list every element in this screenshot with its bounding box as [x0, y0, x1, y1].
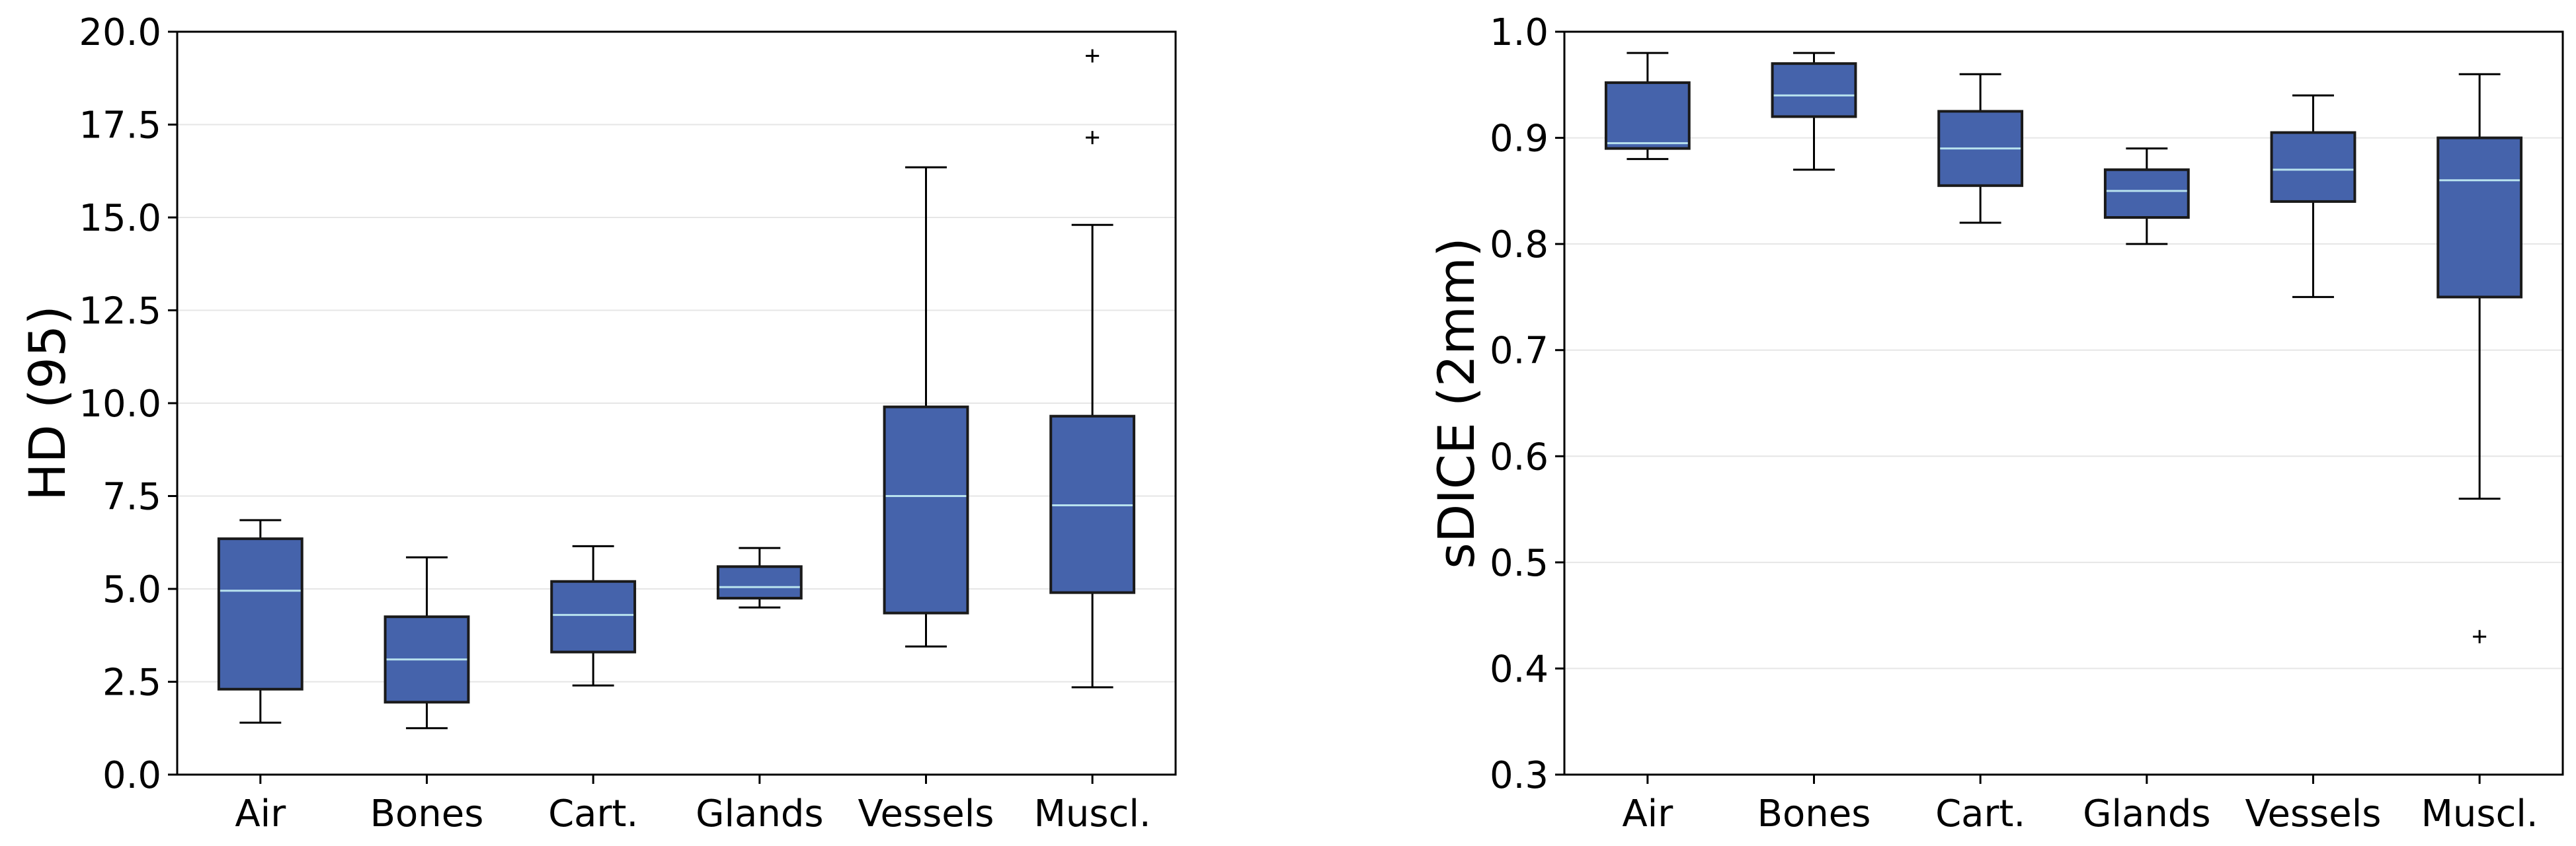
x-tick-label: Air	[1622, 792, 1673, 835]
y-tick-label: 17.5	[79, 104, 161, 147]
x-tick-label: Bones	[1757, 792, 1871, 835]
x-tick-label: Cart.	[1935, 792, 2025, 835]
box-vessels	[2270, 94, 2356, 298]
y-tick-label: 0.9	[1490, 118, 1549, 161]
outlier-marker	[1086, 131, 1100, 145]
iqr-box	[217, 537, 303, 691]
iqr-box	[2270, 131, 2356, 203]
outlier-marker	[1086, 49, 1100, 63]
iqr-box	[716, 565, 803, 600]
y-tick-label: 0.4	[1490, 648, 1549, 691]
x-tick-label: Cart.	[548, 792, 638, 835]
x-tick-label: Muscl.	[1034, 792, 1151, 835]
iqr-box	[2103, 168, 2190, 219]
y-tick-label: 2.5	[102, 662, 161, 705]
y-tick-label: 0.7	[1490, 330, 1549, 373]
box-vessels	[883, 166, 969, 648]
y-tick-label: 12.5	[79, 290, 161, 333]
x-tick-label: Bones	[370, 792, 484, 835]
box-glands	[2103, 147, 2190, 245]
iqr-box	[1771, 62, 1857, 118]
box-glands	[716, 547, 803, 609]
y-tick-label: 10.0	[79, 383, 161, 426]
iqr-box	[1604, 81, 1691, 150]
y-tick-label: 0.0	[102, 754, 161, 797]
y-axis-label: HD (95)	[18, 305, 77, 501]
x-tick-label: Glands	[696, 792, 823, 835]
hd95-boxplot-panel: 0.0 2.5 5.0 7.5 10.0 12.5 15.0 17.5 20.0 HD (95) A…	[18, 11, 1177, 835]
box-air	[1604, 52, 1691, 161]
iqr-box	[883, 405, 969, 615]
box-muscl	[2436, 73, 2523, 644]
iqr-box	[2436, 136, 2523, 299]
y-tick-label: 20.0	[79, 11, 161, 54]
y-tick-label: 0.5	[1490, 542, 1549, 585]
y-tick-label: 0.8	[1490, 223, 1549, 266]
plot-frame	[1563, 30, 2564, 776]
box-cart	[1937, 73, 2024, 224]
box-bones	[383, 556, 470, 730]
x-tick-label: Muscl.	[2421, 792, 2538, 835]
box-air	[217, 519, 303, 724]
y-axis-label: sDICE (2mm)	[1427, 237, 1486, 569]
y-tick-label: 1.0	[1490, 11, 1549, 54]
y-tick-label: 15.0	[79, 197, 161, 240]
sdice-boxplot-panel: 0.3 0.4 0.5 0.6 0.7 0.8 0.9 1.0 sDICE (2mm) Air Bo…	[1427, 11, 2564, 835]
box-muscl	[1049, 49, 1136, 689]
outlier-marker	[2473, 630, 2487, 644]
y-tick-label: 5.0	[102, 568, 161, 611]
x-tick-label: Glands	[2083, 792, 2210, 835]
box-cart	[550, 545, 637, 687]
y-tick-label: 0.6	[1490, 436, 1549, 479]
box-bones	[1771, 52, 1857, 171]
x-tick-label: Vessels	[858, 792, 994, 835]
y-tick-label: 7.5	[102, 476, 161, 519]
x-tick-label: Air	[235, 792, 286, 835]
x-tick-label: Vessels	[2245, 792, 2382, 835]
y-tick-label: 0.3	[1490, 754, 1549, 797]
plot-frame	[176, 30, 1177, 776]
iqr-box	[550, 580, 637, 654]
